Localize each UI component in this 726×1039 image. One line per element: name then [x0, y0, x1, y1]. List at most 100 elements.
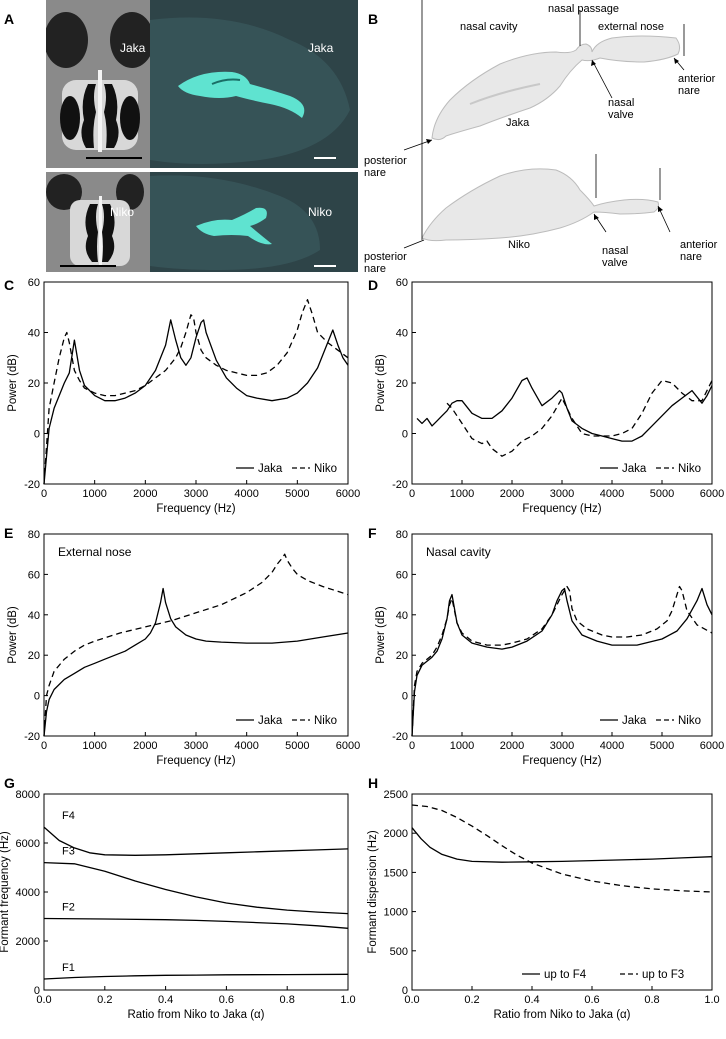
x-tick-label: 5000	[285, 488, 309, 500]
chart-g-formant-frequency: 0.0 0.2 0.4 0.6 0.8 1.0 0 2000 4000 6000 8000 Ratio…	[0, 789, 356, 1021]
x-tick-label: 0.6	[584, 994, 599, 1006]
series-line-jaka	[416, 377, 713, 442]
axes-frame	[411, 793, 713, 991]
panel-letter-b: B	[368, 11, 378, 27]
x-tick-label: 0.2	[97, 994, 112, 1006]
legend-entry: Niko	[678, 463, 701, 475]
y-tick-label: 60	[28, 277, 40, 289]
label-external-nose: external nose	[598, 21, 664, 33]
legend-entry: up to F4	[544, 969, 587, 981]
label-anterior-nare-niko-1: anterior	[680, 239, 718, 251]
series-line-jaka	[411, 587, 713, 737]
legend-entry: Jaka	[258, 715, 283, 727]
label-nasal-valve-jaka-1: nasal	[608, 97, 634, 109]
label-nasal-passage: nasal passage	[548, 3, 619, 15]
series-line-jaka	[43, 319, 349, 485]
x-tick-label: 2000	[500, 740, 524, 752]
series-line-niko	[43, 553, 349, 737]
label-posterior-nare-jaka-1: posterior	[364, 155, 407, 167]
label-posterior-nare-niko-1: posterior	[364, 251, 407, 263]
y-tick-label: 0	[34, 985, 40, 997]
panel-letter-c: C	[4, 277, 14, 293]
legend-entry: up to F3	[642, 969, 684, 981]
series-line-f4	[43, 826, 349, 856]
axes-frame	[43, 533, 349, 737]
x-tick-label: 0.4	[524, 994, 539, 1006]
x-tick-label: 6000	[336, 740, 360, 752]
series-line-niko	[43, 299, 349, 485]
x-axis-label: Frequency (Hz)	[522, 755, 601, 767]
series-line-up-to-f3	[411, 804, 713, 893]
chart-f-nasal-cavity: 0 1000 2000 3000 4000 5000 6000-20020406080Fre…	[375, 529, 724, 767]
label-anterior-nare-jaka-2: nare	[678, 85, 700, 97]
x-axis-label: Frequency (Hz)	[156, 503, 235, 515]
y-tick-label: 40	[396, 610, 408, 622]
y-tick-label: -20	[392, 731, 408, 743]
x-tick-label: 0.0	[404, 994, 419, 1006]
x-tick-label: 4000	[600, 740, 624, 752]
x-tick-label: 0	[409, 488, 415, 500]
y-tick-label: 20	[396, 378, 408, 390]
label-nasal-valve-niko-1: nasal	[602, 245, 628, 257]
y-tick-label: 1500	[384, 867, 408, 879]
x-tick-label: 0.6	[219, 994, 234, 1006]
panel-letter-h: H	[368, 775, 378, 791]
x-tick-label: 0	[409, 740, 415, 752]
y-tick-label: 60	[28, 569, 40, 581]
ct-scan-niko	[46, 172, 150, 272]
legend-entry: Jaka	[622, 715, 647, 727]
axes-frame	[43, 281, 349, 485]
series-label-f4: F4	[62, 810, 75, 822]
y-tick-label: 40	[396, 328, 408, 340]
axes-frame	[411, 533, 713, 737]
x-tick-label: 0	[41, 740, 47, 752]
label-posterior-nare-jaka-2: nare	[364, 167, 386, 179]
x-tick-label: 2000	[133, 740, 157, 752]
y-tick-label: -20	[24, 479, 40, 491]
ct-label-jaka: Jaka	[120, 41, 146, 55]
model-render-jaka	[150, 0, 358, 168]
legend-entry: Niko	[314, 715, 337, 727]
series-line-f2	[43, 917, 349, 929]
y-tick-label: -20	[392, 479, 408, 491]
x-tick-label: 1.0	[340, 994, 355, 1006]
axes-frame	[411, 281, 713, 485]
x-tick-label: 1.0	[704, 994, 719, 1006]
y-tick-label: 20	[28, 650, 40, 662]
y-tick-label: 0	[402, 429, 408, 441]
x-tick-label: 2000	[133, 488, 157, 500]
y-tick-label: 60	[396, 277, 408, 289]
model-render-niko	[150, 172, 358, 272]
x-tick-label: 1000	[82, 740, 106, 752]
legend-entry: Jaka	[258, 463, 283, 475]
x-axis-label: Frequency (Hz)	[156, 755, 235, 767]
x-tick-label: 1000	[450, 488, 474, 500]
y-tick-label: 60	[396, 569, 408, 581]
ct-scan-jaka	[46, 0, 150, 168]
series-label-f2: F2	[62, 901, 75, 913]
label-posterior-nare-niko-2: nare	[364, 263, 386, 275]
x-tick-label: 3000	[184, 740, 208, 752]
label-nasal-valve-niko-2: valve	[602, 257, 628, 269]
chart-h-formant-dispersion: 0.0 0.2 0.4 0.6 0.8 1.0 0 500 1000 1500 2000 2500 Ra…	[367, 789, 720, 1021]
x-axis-label: Ratio from Niko to Jaka (α)	[127, 1009, 264, 1021]
panel-letter-d: D	[368, 277, 378, 293]
x-tick-label: 1000	[82, 488, 106, 500]
y-tick-label: 20	[396, 650, 408, 662]
y-tick-label: 8000	[16, 789, 40, 801]
x-tick-label: 4000	[600, 488, 624, 500]
x-tick-label: 6000	[700, 740, 724, 752]
x-tick-label: 0.8	[644, 994, 659, 1006]
panel-a-images: Jaka Jaka Niko Niko	[46, 0, 358, 272]
panel-letter-e: E	[4, 525, 13, 541]
chart-annotation: External nose	[58, 545, 132, 559]
nasal-cast-niko	[421, 168, 659, 242]
chart-e-external-nose: 0 1000 2000 3000 4000 5000 6000-20020406080Fre…	[7, 529, 360, 767]
x-tick-label: 0.2	[464, 994, 479, 1006]
y-axis-label: Formant dispersion (Hz)	[367, 830, 379, 954]
panel-letter-a: A	[4, 11, 14, 27]
x-tick-label: 2000	[500, 488, 524, 500]
series-line-f1	[43, 973, 349, 980]
y-axis-label: Power (dB)	[7, 606, 19, 664]
legend-entry: Niko	[678, 715, 701, 727]
